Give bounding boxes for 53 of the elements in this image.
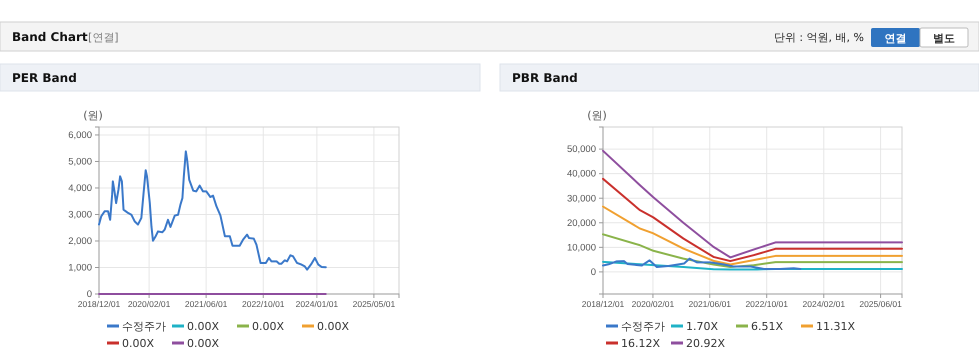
y-tick-label: 2,000 xyxy=(68,236,92,248)
y-tick-label: 4,000 xyxy=(68,183,92,194)
line-series xyxy=(98,150,327,271)
legend-label: 0.00X xyxy=(187,320,220,333)
text: [연결] xyxy=(88,31,119,44)
legend-label: 수정주가 xyxy=(122,320,166,333)
line-series xyxy=(602,233,903,268)
legend-label: 0.00X xyxy=(317,320,350,333)
y-tick-label: 5,000 xyxy=(68,156,92,168)
text: 별도 xyxy=(933,32,955,45)
legend-label: 0.00X xyxy=(252,320,284,333)
line-series xyxy=(602,150,903,258)
legend-label: 16.12X xyxy=(621,337,660,350)
line-series xyxy=(602,206,903,266)
line-series xyxy=(602,260,903,270)
chart-title: PER Band xyxy=(12,71,77,85)
legend-label: 11.31X xyxy=(816,320,856,333)
legend-label: 수정주가 xyxy=(621,320,665,333)
y-tick-label: 40,000 xyxy=(566,168,596,180)
text: 단위 : 억원, 배, % xyxy=(774,31,864,44)
x-tick-label: 2025/05/01 xyxy=(352,299,396,310)
legend-label: 0.00X xyxy=(122,337,154,350)
y-tick-label: 1,000 xyxy=(68,262,92,274)
y-tick-label: 3,000 xyxy=(68,210,92,221)
y-tick-label: 0 xyxy=(590,266,596,278)
legend-label: 6.51X xyxy=(751,320,784,333)
y-tick-label: 20,000 xyxy=(566,218,596,229)
y-axis-title: (원) xyxy=(83,109,103,122)
text: Band Chart xyxy=(12,30,88,44)
x-tick-label: 2021/06/01 xyxy=(184,299,228,310)
x-tick-label: 2018/12/01 xyxy=(582,299,625,310)
text: 연결 xyxy=(884,32,906,45)
y-tick-label: 50,000 xyxy=(566,144,596,156)
x-tick-label: 2020/02/01 xyxy=(128,299,171,310)
y-tick-label: 6,000 xyxy=(68,130,92,141)
x-tick-label: 2018/12/01 xyxy=(78,299,121,310)
x-tick-label: 2022/10/01 xyxy=(745,299,788,310)
x-tick-label: 2022/10/01 xyxy=(242,299,285,310)
x-tick-label: 2020/02/01 xyxy=(632,299,674,310)
legend-label: 20.92X xyxy=(686,337,726,350)
y-axis-title: (원) xyxy=(587,109,607,122)
y-tick-label: 0 xyxy=(86,289,92,300)
x-tick-label: 2024/02/01 xyxy=(802,299,846,310)
line-series xyxy=(602,178,903,262)
chart-title: PBR Band xyxy=(512,71,578,85)
y-tick-label: 10,000 xyxy=(566,242,596,254)
line-series xyxy=(602,258,802,270)
x-tick-label: 2021/06/01 xyxy=(688,299,732,310)
legend-label: 0.00X xyxy=(187,337,220,350)
x-tick-label: 2025/06/01 xyxy=(859,299,902,310)
y-tick-label: 30,000 xyxy=(566,193,596,204)
x-tick-label: 2024/01/01 xyxy=(296,299,338,310)
legend-label: 1.70X xyxy=(686,320,718,333)
